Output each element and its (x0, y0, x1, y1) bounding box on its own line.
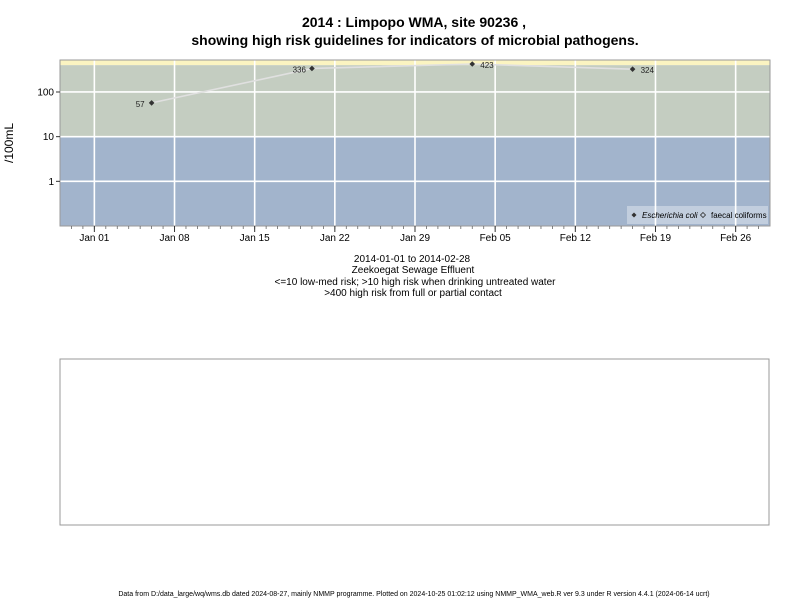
data-label-3: 324 (641, 66, 655, 75)
x-tick-label-6: Feb 12 (560, 233, 592, 244)
y-axis-label: /100mL (2, 123, 16, 163)
series-line-e-coli (151, 63, 633, 104)
x-tick-label-2: Jan 15 (240, 233, 270, 244)
data-point-0 (148, 100, 155, 106)
data-point-3 (629, 66, 636, 72)
chart-title-line-2: showing high risk guidelines for indicat… (191, 32, 638, 48)
grid-lines (60, 60, 770, 226)
x-caption-date-range: 2014-01-01 to 2014-02-28 (354, 254, 471, 265)
x-tick-label-8: Feb 26 (720, 233, 752, 244)
data-label-0: 57 (136, 100, 145, 109)
data-label-2: 423 (480, 61, 494, 70)
x-tick-label-1: Jan 08 (160, 233, 190, 244)
x-caption-risk-high: >400 high risk from full or partial cont… (324, 288, 502, 299)
x-tick-label-4: Jan 29 (400, 233, 430, 244)
legend-label-e-coli: Escherichia coli (642, 211, 698, 220)
y-tick-label-2: 100 (37, 87, 54, 98)
x-tick-label-3: Jan 22 (320, 233, 350, 244)
legend-key-faecal-coliforms (699, 211, 707, 219)
chart-title-line-1: 2014 : Limpopo WMA, site 90236 , (302, 14, 526, 30)
y-axis: 1 10 100 (37, 87, 60, 188)
y-tick-label-1: 10 (43, 132, 55, 143)
x-axis: Jan 01 Jan 08 Jan 15 Jan 22 Jan 29 Feb 05 Feb … (71, 226, 759, 244)
footer-note: Data from D:/data_large/wq/wms.db dated … (118, 591, 709, 598)
x-caption-risk-low-med: <=10 low-med risk; >10 high risk when dr… (275, 277, 557, 288)
legend: Escherichia coli faecal coliforms (627, 206, 768, 224)
data-point-1 (309, 65, 315, 72)
series-e-coli: 57 336 423 324 (136, 61, 655, 109)
data-label-1: 336 (293, 65, 307, 74)
legend-box (627, 206, 768, 224)
x-caption-site-name: Zeekoegat Sewage Effluent (352, 265, 475, 276)
x-tick-label-0: Jan 01 (79, 233, 109, 244)
legend-key-e-coli (631, 212, 637, 218)
data-point-2 (469, 61, 476, 67)
y-tick-label-0: 1 (48, 177, 54, 188)
x-tick-label-5: Feb 05 (480, 233, 512, 244)
empty-second-panel (59, 358, 770, 526)
x-tick-label-7: Feb 19 (640, 233, 672, 244)
legend-label-faecal-coliforms: faecal coliforms (711, 211, 767, 220)
